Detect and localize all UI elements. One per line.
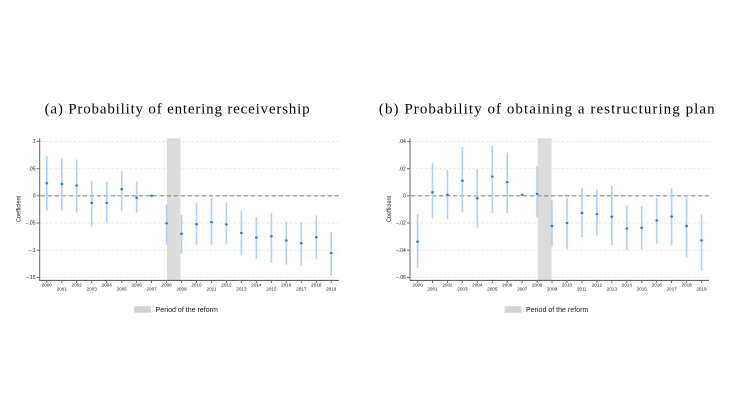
svg-text:2011: 2011 — [577, 287, 587, 292]
svg-text:2012: 2012 — [221, 282, 232, 287]
svg-text:2016: 2016 — [652, 282, 663, 287]
svg-text:2005: 2005 — [117, 287, 128, 292]
svg-text:(a) Probability of entering re: (a) Probability of entering receivership — [45, 102, 310, 118]
svg-text:Period of the reform: Period of the reform — [156, 305, 218, 314]
svg-text:2019: 2019 — [326, 287, 337, 292]
svg-text:2001: 2001 — [427, 287, 438, 292]
svg-text:2003: 2003 — [457, 287, 468, 292]
svg-text:2018: 2018 — [311, 282, 322, 287]
svg-text:2001: 2001 — [57, 287, 68, 292]
svg-text:2010: 2010 — [191, 282, 202, 287]
svg-text:2006: 2006 — [131, 282, 142, 287]
svg-text:2007: 2007 — [517, 287, 528, 292]
svg-text:(b) Probability of obtaining a: (b) Probability of obtaining a restructu… — [379, 102, 715, 118]
svg-text:2018: 2018 — [681, 282, 692, 287]
svg-text:2008: 2008 — [532, 282, 543, 287]
svg-text:–.02: –.02 — [396, 221, 406, 227]
svg-text:–.05: –.05 — [26, 221, 36, 227]
svg-text:2002: 2002 — [442, 282, 453, 287]
svg-text:2015: 2015 — [637, 287, 648, 292]
svg-text:Period of the reform: Period of the reform — [526, 305, 588, 314]
svg-text:2005: 2005 — [487, 287, 498, 292]
svg-text:–.1: –.1 — [29, 248, 36, 254]
svg-text:–.04: –.04 — [396, 248, 406, 254]
svg-text:2000: 2000 — [42, 282, 53, 287]
svg-text:–.06: –.06 — [396, 275, 406, 281]
svg-text:.02: .02 — [399, 166, 406, 172]
svg-text:.05: .05 — [29, 166, 36, 172]
svg-text:2016: 2016 — [281, 282, 292, 287]
svg-text:0: 0 — [33, 194, 36, 200]
svg-text:0: 0 — [403, 194, 406, 200]
svg-text:2014: 2014 — [622, 282, 633, 287]
svg-text:2002: 2002 — [72, 282, 83, 287]
svg-text:2011: 2011 — [207, 287, 217, 292]
svg-text:2010: 2010 — [562, 282, 573, 287]
svg-text:2012: 2012 — [592, 282, 603, 287]
svg-text:2004: 2004 — [102, 282, 113, 287]
svg-text:2004: 2004 — [472, 282, 483, 287]
svg-text:2006: 2006 — [502, 282, 513, 287]
svg-text:2014: 2014 — [251, 282, 262, 287]
svg-text:2000: 2000 — [412, 282, 423, 287]
svg-text:2019: 2019 — [696, 287, 707, 292]
svg-text:.1: .1 — [31, 139, 35, 145]
svg-text:2003: 2003 — [87, 287, 98, 292]
svg-text:Coefficient: Coefficient — [16, 196, 23, 222]
svg-text:2017: 2017 — [296, 287, 307, 292]
svg-text:Coefficient: Coefficient — [386, 196, 393, 222]
svg-text:2013: 2013 — [607, 287, 618, 292]
svg-text:–.15: –.15 — [26, 275, 36, 281]
svg-text:2017: 2017 — [666, 287, 677, 292]
svg-text:2013: 2013 — [236, 287, 247, 292]
svg-text:2008: 2008 — [161, 282, 172, 287]
svg-text:2009: 2009 — [176, 287, 187, 292]
svg-text:2009: 2009 — [547, 287, 558, 292]
svg-text:.04: .04 — [399, 139, 406, 145]
svg-text:2007: 2007 — [146, 287, 157, 292]
svg-text:2015: 2015 — [266, 287, 277, 292]
